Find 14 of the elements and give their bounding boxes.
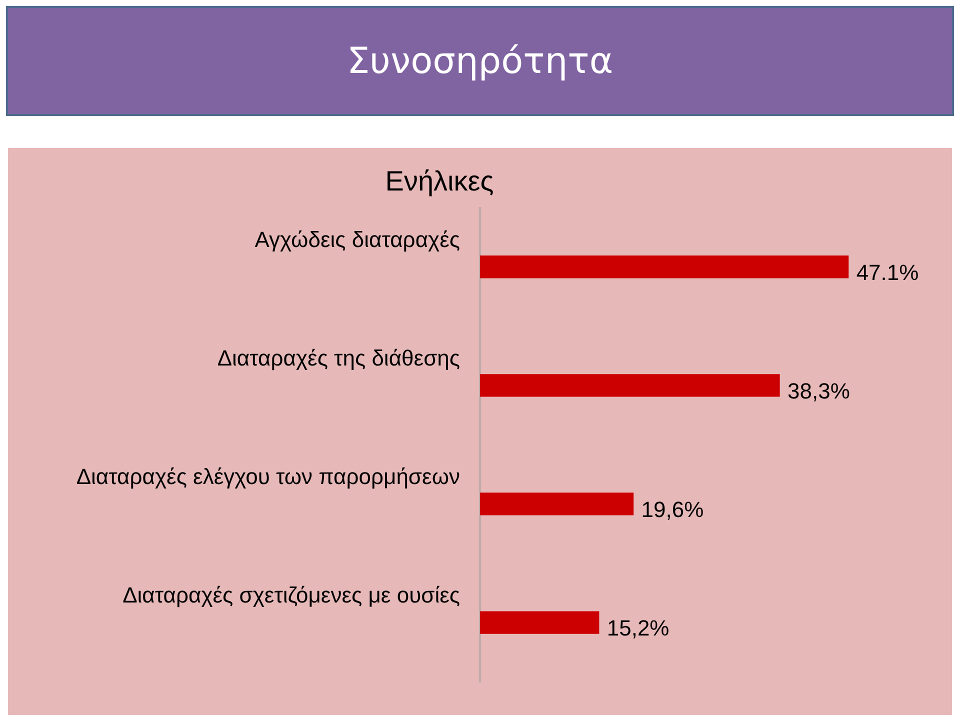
data-label: 15,2% <box>606 616 670 641</box>
y-tick-label: Διαταραχές σχετιζόμενες με ουσίες <box>122 582 460 608</box>
chart-title: Συνοσηρότητα <box>6 6 954 116</box>
bar <box>480 611 600 634</box>
chart-subtitle: Ενήλικες <box>385 166 494 197</box>
y-tick-label: Αγχώδεις διαταραχές <box>254 226 460 252</box>
bar <box>480 256 849 278</box>
data-label: 47.1% <box>856 260 919 285</box>
data-label: 38,3% <box>788 378 850 404</box>
data-label: 19,6% <box>641 497 704 522</box>
y-tick-label: Διαταραχές ελέγχου των παρορμήσεων <box>76 464 460 490</box>
bar <box>480 492 634 516</box>
bar <box>480 374 780 397</box>
y-tick-label: Διαταραχές της διάθεσης <box>217 345 460 370</box>
